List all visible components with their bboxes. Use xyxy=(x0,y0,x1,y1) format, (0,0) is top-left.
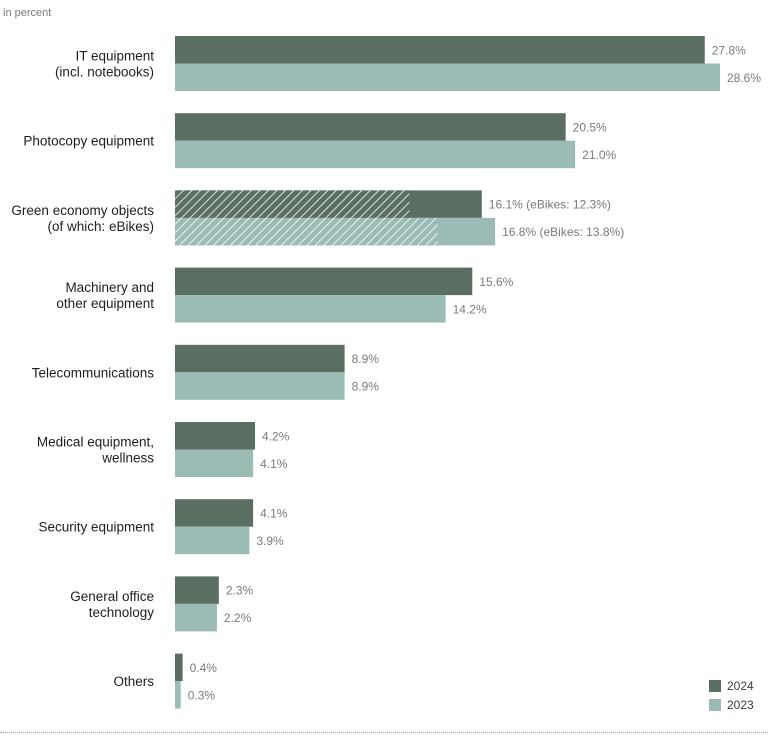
legend-label-2023: 2023 xyxy=(727,697,754,712)
unit-label: in percent xyxy=(3,7,52,19)
bar-2023 xyxy=(175,140,576,169)
legend-swatch-2023 xyxy=(709,698,721,711)
category-label: Green economy objects xyxy=(11,203,154,218)
data-label: 21.0% xyxy=(582,148,616,162)
bar-2023 xyxy=(175,372,345,400)
legend-label-2024: 2024 xyxy=(727,678,754,693)
bar-2024 xyxy=(175,576,219,604)
bar-2023 xyxy=(175,681,181,709)
data-label: 0.3% xyxy=(188,688,216,702)
bar-2024 xyxy=(175,499,254,527)
data-label: 4.1% xyxy=(260,457,288,471)
legend-item-2024: 2024 xyxy=(709,676,754,695)
category-label: Photocopy equipment xyxy=(23,134,154,149)
data-label: 15.6% xyxy=(479,275,513,289)
data-label: 14.2% xyxy=(453,302,487,316)
data-label: 16.1% (eBikes: 12.3%) xyxy=(489,198,611,212)
data-label: 28.6% xyxy=(727,71,761,85)
bar-2023 xyxy=(175,295,446,323)
data-label: 2.2% xyxy=(224,611,252,625)
bar-2023 xyxy=(175,449,254,477)
category-label: Security equipment xyxy=(38,520,154,535)
bar-sub-2024 xyxy=(175,190,410,218)
bar-2024 xyxy=(175,36,705,64)
data-label: 27.8% xyxy=(712,43,746,57)
data-label: 8.9% xyxy=(352,352,380,366)
data-label: 4.1% xyxy=(260,506,288,520)
category-label: Telecommunications xyxy=(32,365,155,380)
bar-2024 xyxy=(175,113,566,141)
bar-2023 xyxy=(175,526,250,555)
data-label: 4.2% xyxy=(262,429,290,443)
bar-2024 xyxy=(175,422,256,450)
category-label: IT equipment xyxy=(75,49,154,64)
bar-2024 xyxy=(175,653,183,682)
bar-2023 xyxy=(175,603,217,632)
bar-2024 xyxy=(175,344,345,373)
bar-sub-2023 xyxy=(175,217,438,246)
bar-2023 xyxy=(175,63,720,91)
category-label: (of which: eBikes) xyxy=(47,219,154,234)
data-label: 2.3% xyxy=(226,584,254,598)
legend-swatch-2024 xyxy=(709,679,721,692)
data-label: 8.9% xyxy=(352,380,380,394)
bottom-rule xyxy=(0,732,768,733)
data-label: 20.5% xyxy=(573,120,607,134)
category-label: Others xyxy=(113,674,154,689)
data-label: 16.8% (eBikes: 13.8%) xyxy=(502,225,624,239)
category-label: Medical equipment, xyxy=(37,435,154,450)
category-label: wellness xyxy=(101,451,154,466)
category-label: Machinery and xyxy=(65,280,154,295)
data-label: 0.4% xyxy=(190,661,218,675)
category-label: other equipment xyxy=(56,296,154,311)
legend: 2024 2023 xyxy=(709,676,754,714)
bar-2024 xyxy=(175,267,473,296)
data-label: 3.9% xyxy=(256,534,284,548)
category-label: technology xyxy=(89,605,155,620)
category-label: General office xyxy=(70,589,154,604)
legend-item-2023: 2023 xyxy=(709,695,754,714)
category-label: (incl. notebooks) xyxy=(55,65,154,80)
